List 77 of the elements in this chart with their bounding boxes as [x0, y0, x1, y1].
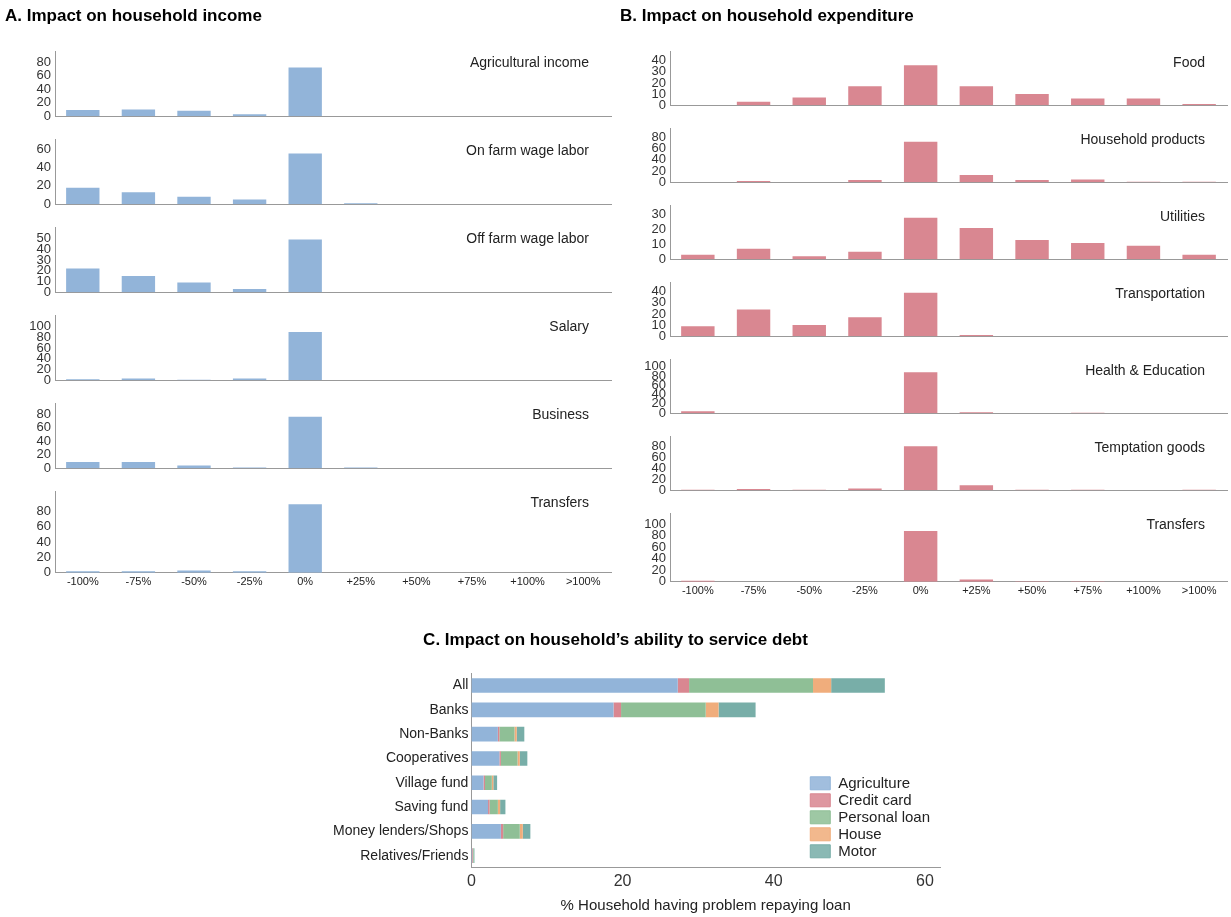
y-tick-label: 80: [36, 53, 51, 69]
x-tick-label: +100%: [1126, 584, 1161, 597]
y-tick-label: 40: [36, 432, 51, 448]
x-tick-label: +100%: [510, 575, 546, 588]
y-tick-label: 0: [43, 195, 51, 211]
y-tick-label: 80: [651, 437, 666, 453]
x-tick-label: +50%: [402, 575, 431, 588]
y-tick-label: 40: [36, 533, 51, 549]
y-tick-label: Banks: [429, 700, 469, 717]
x-tick-label: -25%: [236, 575, 263, 588]
chart-title: Transportation: [1115, 284, 1205, 301]
y-tick-label: 20: [651, 221, 666, 237]
chart-title: On farm wage labor: [466, 141, 590, 158]
y-tick-label: 30: [651, 206, 666, 222]
y-tick-label: 10: [651, 235, 666, 251]
legend-label: Agriculture: [838, 773, 910, 791]
x-tick-label: 20: [613, 871, 632, 889]
y-tick-label: 20: [36, 446, 51, 462]
chart-title: Off farm wage labor: [466, 229, 590, 246]
chart-title: Transfers: [530, 493, 589, 510]
y-tick-label: Cooperatives: [385, 749, 469, 766]
y-tick-label: Non-Banks: [399, 725, 469, 742]
chart-title: Salary: [549, 317, 589, 334]
y-tick-label: 80: [36, 502, 51, 518]
x-tick-label: >100%: [565, 575, 601, 588]
x-tick-label: -75%: [740, 584, 767, 597]
y-tick-label: 60: [36, 67, 51, 83]
legend-label: House: [838, 824, 882, 842]
y-tick-label: All: [452, 676, 469, 693]
x-tick-label: -25%: [852, 584, 878, 597]
y-tick-label: Relatives/Friends: [360, 846, 469, 863]
x-tick-label: 40: [764, 871, 783, 889]
x-tick-label: -100%: [66, 575, 99, 588]
chart-title: Utilities: [1159, 207, 1205, 224]
y-tick-label: 0: [658, 250, 666, 266]
legend-label: Credit card: [838, 790, 912, 808]
x-tick-label: 0%: [912, 584, 929, 597]
x-axis-title: % Household having problem repaying loan: [560, 896, 851, 914]
x-tick-label: +75%: [1073, 584, 1103, 597]
x-tick-label: 60: [915, 871, 934, 889]
chart-title: Temptation goods: [1094, 438, 1205, 455]
y-tick-label: Village fund: [395, 773, 469, 790]
y-tick-label: 20: [36, 177, 51, 193]
x-tick-label: -50%: [181, 575, 208, 588]
y-tick-label: Money lenders/Shops: [332, 822, 469, 839]
legend-label: Personal loan: [838, 807, 931, 825]
y-tick-label: 0: [43, 107, 51, 123]
chart-title: Agricultural income: [469, 53, 590, 70]
x-tick-label: -75%: [125, 575, 152, 588]
chart-title: Household products: [1080, 130, 1205, 147]
y-tick-label: 80: [36, 405, 51, 421]
y-tick-label: 0: [43, 459, 51, 475]
y-tick-label: 20: [36, 94, 51, 110]
y-tick-label: 40: [36, 80, 51, 96]
x-tick-label: >100%: [1181, 584, 1217, 597]
x-tick-label: +25%: [962, 584, 991, 597]
x-tick-label: +50%: [1017, 584, 1047, 597]
y-tick-label: 60: [36, 518, 51, 534]
chart-title: C. Impact on household’s ability to service debt: [422, 630, 809, 650]
y-tick-label: Saving fund: [394, 797, 469, 814]
chart-title: Transfers: [1146, 515, 1205, 532]
y-tick-label: 20: [36, 548, 51, 564]
legend-label: Motor: [838, 841, 877, 859]
chart-title: Business: [532, 405, 589, 422]
text: A. Impact on household income: [5, 6, 262, 26]
text: B. Impact on household expenditure: [620, 6, 914, 26]
y-tick-label: 60: [36, 140, 51, 156]
x-tick-label: 0%: [297, 575, 314, 588]
x-tick-label: -50%: [796, 584, 823, 597]
x-tick-label: +25%: [346, 575, 376, 588]
y-tick-label: 60: [36, 419, 51, 435]
x-tick-label: +75%: [457, 575, 487, 588]
y-tick-label: 40: [36, 158, 51, 174]
chart-title: Food: [1173, 53, 1205, 70]
chart-title: Health & Education: [1085, 361, 1205, 378]
y-tick-label: 80: [651, 128, 666, 144]
x-tick-label: -100%: [681, 584, 714, 597]
